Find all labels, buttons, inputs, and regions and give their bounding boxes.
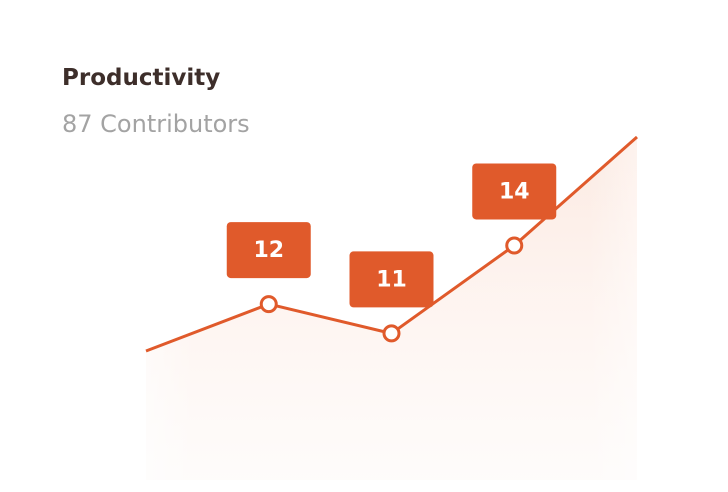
value-badge <box>472 163 557 220</box>
area-fade <box>146 137 637 480</box>
plot-area: 12 11 14 <box>145 135 638 480</box>
chart-subtitle: 87 Contributors <box>62 110 250 138</box>
point-marker <box>382 324 401 343</box>
value-badge <box>226 222 311 279</box>
chart-title: Productivity <box>62 65 220 91</box>
value-badge <box>349 251 434 308</box>
value-label: 12 <box>253 238 284 263</box>
point-marker <box>505 236 524 255</box>
value-label: 14 <box>499 179 530 204</box>
value-label: 11 <box>376 267 407 292</box>
point-marker <box>259 295 278 314</box>
